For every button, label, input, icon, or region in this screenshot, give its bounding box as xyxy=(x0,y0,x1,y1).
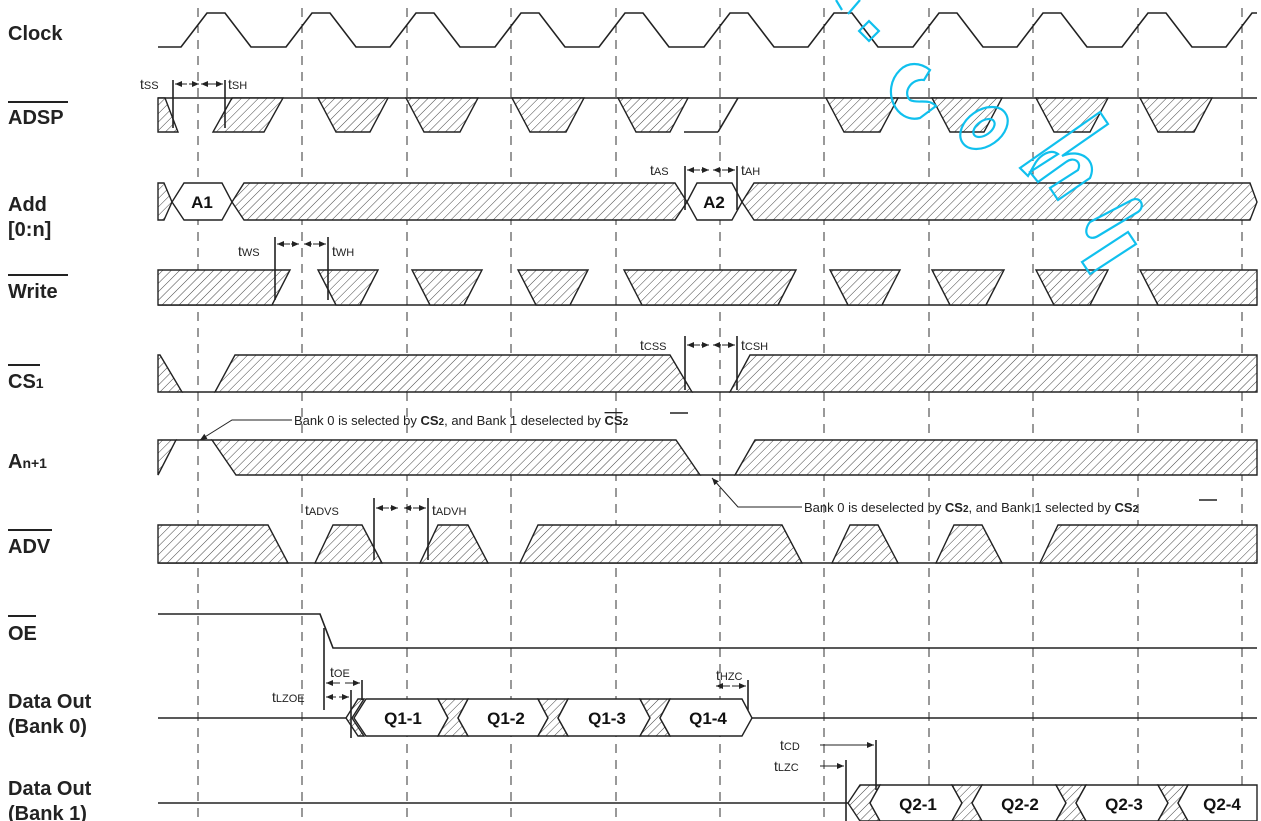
tcss-label: tCSS xyxy=(640,337,667,353)
tadvh-label: tADVH xyxy=(432,502,467,518)
watermark xyxy=(835,0,1143,276)
thzc-label: tHZC xyxy=(716,667,743,683)
note-bank-select: Bank 0 is selected by CS2, and Bank 1 de… xyxy=(294,413,629,428)
address-a2-label: A2 xyxy=(703,193,725,212)
an1-waveform xyxy=(157,439,1258,476)
dout0-waveform: Q1-1 Q1-2 Q1-3 Q1-4 xyxy=(158,698,1257,737)
adv-label: ADV xyxy=(8,536,51,558)
address-waveform: A1 A2 xyxy=(157,182,1258,221)
tlzc-label: tLZC xyxy=(774,758,799,774)
cs1-waveform xyxy=(157,354,1258,393)
clock-gridlines xyxy=(197,8,1243,821)
dout1-segment-q2-4 xyxy=(1177,784,1258,821)
tcsh-label: tCSH xyxy=(741,337,768,353)
signal-labels: Clock ADSP Add [0:n] Write CS1 An+1 ADV … xyxy=(8,23,92,821)
tah-label: tAH xyxy=(741,162,760,178)
oe-waveform xyxy=(158,613,1257,649)
cs1-label-sub: 1 xyxy=(36,375,44,391)
address-a1-label: A1 xyxy=(191,193,213,212)
adsp-waveform xyxy=(157,97,1257,133)
dout1-waveform: Q2-1 Q2-2 Q2-3 Q2-4 xyxy=(158,784,1258,821)
dout0-q1-1-label: Q1-1 xyxy=(384,709,422,728)
adv-waveform xyxy=(157,524,1258,564)
dout0-q1-3-label: Q1-3 xyxy=(588,709,626,728)
dout1-q2-1-label: Q2-1 xyxy=(899,795,937,814)
oe-label: OE xyxy=(8,623,37,645)
tss-label: tSS xyxy=(140,76,159,92)
write-waveform xyxy=(157,269,1258,306)
dout0-label-bank: (Bank 0) xyxy=(8,716,87,738)
dout1-q2-4-label: Q2-4 xyxy=(1203,795,1241,814)
note-bank-deselect: Bank 0 is deselected by CS2, and Bank 1 … xyxy=(804,500,1139,515)
tws-label: tWS xyxy=(238,243,260,259)
twh-label: tWH xyxy=(332,243,354,259)
dout0-label: Data Out xyxy=(8,691,92,713)
dout1-label-bank: (Bank 1) xyxy=(8,803,87,821)
dout0-q1-2-label: Q1-2 xyxy=(487,709,525,728)
an1-label-main: A xyxy=(8,451,22,473)
bank-notes: Bank 0 is selected by CS2, and Bank 1 de… xyxy=(199,412,1217,515)
an1-label: An+1 xyxy=(8,451,47,473)
clock-waveform xyxy=(158,12,1257,48)
adsp-label: ADSP xyxy=(8,107,64,129)
tlzoe-label: tLZOE xyxy=(272,689,305,705)
write-label: Write xyxy=(8,281,58,303)
dout0-q1-4-label: Q1-4 xyxy=(689,709,727,728)
tadvs-label: tADVS xyxy=(305,502,339,518)
cs1-label: CS1 xyxy=(8,371,44,393)
dout1-q2-3-label: Q2-3 xyxy=(1105,795,1143,814)
dout1-q2-2-label: Q2-2 xyxy=(1001,795,1039,814)
toe-label: tOE xyxy=(330,664,350,680)
tcd-label: tCD xyxy=(780,737,800,753)
cs1-label-main: CS xyxy=(8,371,36,393)
tas-label: tAS xyxy=(650,162,669,178)
add-label: Add xyxy=(8,194,47,216)
clock-label: Clock xyxy=(8,23,63,45)
an1-label-sub: n+1 xyxy=(22,455,47,471)
add-label-range: [0:n] xyxy=(8,219,51,241)
dout1-label: Data Out xyxy=(8,778,92,800)
timing-annotations: tSS tSH tAS tAH tWS tWH tCSS tCSH xyxy=(140,76,877,821)
tsh-label: tSH xyxy=(228,76,247,92)
